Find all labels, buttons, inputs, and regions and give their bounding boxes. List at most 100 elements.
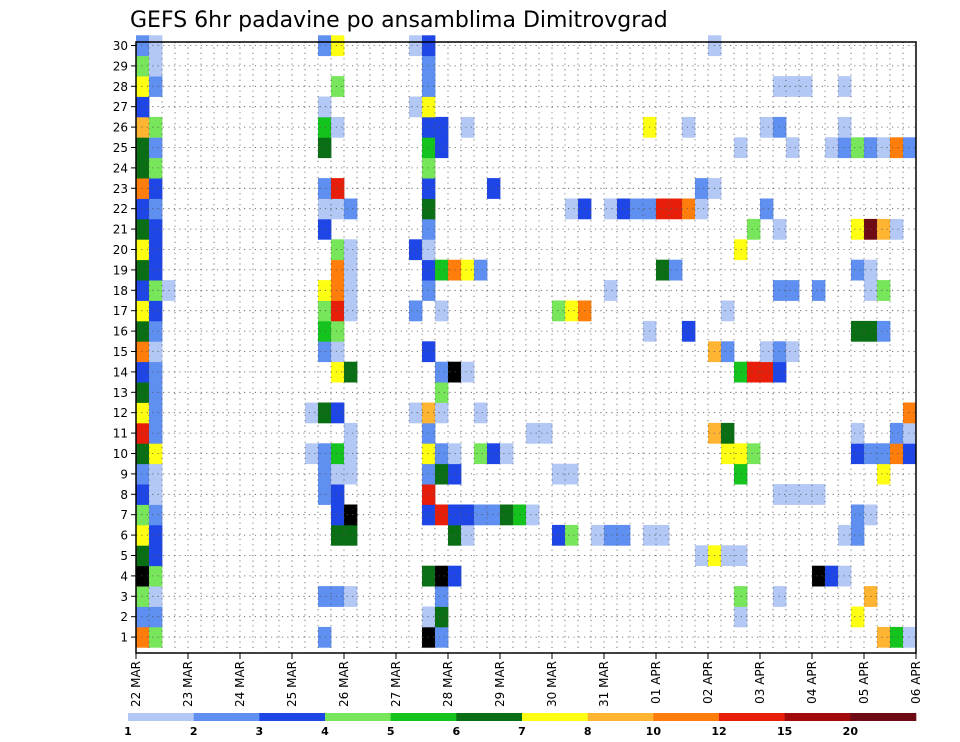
cell-member-22-step-40 xyxy=(656,198,670,220)
cell-member-2-step-55 xyxy=(851,606,865,628)
cell-member-7-step-23 xyxy=(435,504,449,526)
cell-member-19-step-40 xyxy=(656,259,670,281)
cell-member-26-step-23 xyxy=(435,116,449,138)
chart-title: GEFS 6hr padavine po ansamblima Dimitrov… xyxy=(130,8,668,33)
cell-member-22-step-38 xyxy=(630,198,644,220)
cell-member-6-step-16 xyxy=(344,524,358,546)
cell-member-18-step-0 xyxy=(136,280,150,301)
legend-swatch xyxy=(522,713,588,721)
cell-member-11-step-31 xyxy=(539,422,553,444)
cell-member-12-step-15 xyxy=(331,402,345,424)
cell-member-23-step-27 xyxy=(487,178,501,199)
cell-member-1-step-14 xyxy=(318,626,332,648)
legend-swatch xyxy=(784,713,851,721)
cell-member-9-step-14 xyxy=(318,463,332,485)
cell-member-5-step-46 xyxy=(734,545,748,567)
y-tick-label: 30 xyxy=(113,39,128,53)
cell-member-11-step-55 xyxy=(851,422,865,444)
cell-member-14-step-25 xyxy=(461,361,475,383)
cell-member-4-step-54 xyxy=(838,565,852,587)
cell-member-22-step-1 xyxy=(149,198,163,220)
cell-member-26-step-1 xyxy=(149,116,163,138)
y-tick-label: 13 xyxy=(113,386,128,400)
cell-member-11-step-16 xyxy=(344,422,358,444)
cell-member-19-step-25 xyxy=(461,259,475,281)
cell-member-26-step-0 xyxy=(136,116,150,138)
cell-member-22-step-33 xyxy=(565,198,579,220)
cell-member-17-step-16 xyxy=(344,300,358,322)
cell-member-21-step-47 xyxy=(747,218,761,240)
cell-member-30-step-1 xyxy=(149,35,163,57)
legend-label: 20 xyxy=(843,725,859,738)
cell-member-9-step-16 xyxy=(344,463,358,485)
y-tick-label: 21 xyxy=(113,223,128,237)
cell-member-6-step-1 xyxy=(149,524,163,546)
cell-member-30-step-15 xyxy=(331,35,345,57)
cell-member-3-step-23 xyxy=(435,586,449,607)
legend-swatch xyxy=(193,713,260,721)
cell-member-15-step-50 xyxy=(786,341,800,363)
x-axis: 22 MAR 23 MAR 24 MAR 25 MAR 26 MAR 27 MAR 28 M… xyxy=(129,653,923,707)
cell-member-22-step-41 xyxy=(669,198,683,220)
y-tick-label: 23 xyxy=(113,182,128,196)
x-tick-label: 30 MAR xyxy=(545,661,559,707)
x-tick-label: 02 APR xyxy=(701,661,715,704)
cell-member-18-step-16 xyxy=(344,280,358,301)
cell-member-26-step-48 xyxy=(760,116,774,138)
cell-member-4-step-1 xyxy=(149,565,163,587)
cell-member-20-step-21 xyxy=(409,239,423,261)
cell-member-13-step-1 xyxy=(149,382,163,403)
cell-member-6-step-40 xyxy=(656,524,670,546)
cell-member-17-step-45 xyxy=(721,300,735,322)
cell-member-6-step-33 xyxy=(565,524,579,546)
cell-member-22-step-0 xyxy=(136,198,150,220)
legend-swatch xyxy=(653,713,720,721)
cell-member-10-step-1 xyxy=(149,443,163,465)
y-tick-label: 5 xyxy=(120,549,128,563)
cell-member-28-step-50 xyxy=(786,76,800,97)
cell-member-28-step-54 xyxy=(838,76,852,97)
cell-member-14-step-46 xyxy=(734,361,748,383)
cell-member-17-step-33 xyxy=(565,300,579,322)
cell-member-19-step-23 xyxy=(435,259,449,281)
legend-swatch xyxy=(390,713,457,721)
y-tick-label: 1 xyxy=(120,631,128,645)
legend-label: 12 xyxy=(711,725,726,738)
cell-member-29-step-0 xyxy=(136,55,150,77)
cell-member-2-step-46 xyxy=(734,606,748,628)
x-tick-label: 24 MAR xyxy=(233,661,247,707)
cell-member-18-step-15 xyxy=(331,280,345,301)
cell-member-11-step-0 xyxy=(136,422,150,444)
cell-member-3-step-15 xyxy=(331,586,345,607)
cell-member-20-step-15 xyxy=(331,239,345,261)
dotted-grid xyxy=(136,42,916,653)
y-tick-label: 26 xyxy=(113,121,128,135)
cell-member-16-step-14 xyxy=(318,320,332,342)
cell-member-25-step-59 xyxy=(903,137,917,159)
y-tick-label: 25 xyxy=(113,141,128,155)
cell-member-25-step-1 xyxy=(149,137,163,159)
cell-member-2-step-23 xyxy=(435,606,449,628)
cell-member-10-step-16 xyxy=(344,443,358,465)
cell-member-7-step-25 xyxy=(461,504,475,526)
cell-member-19-step-16 xyxy=(344,259,358,281)
cell-member-16-step-15 xyxy=(331,320,345,342)
legend-swatch xyxy=(850,713,917,721)
x-tick-label: 29 MAR xyxy=(493,661,507,707)
cell-member-19-step-15 xyxy=(331,259,345,281)
y-tick-label: 8 xyxy=(120,488,128,502)
legend-label: 6 xyxy=(453,725,461,738)
cell-member-27-step-14 xyxy=(318,96,332,118)
cell-member-9-step-15 xyxy=(331,463,345,485)
cell-member-25-step-46 xyxy=(734,137,748,159)
cell-member-18-step-14 xyxy=(318,280,332,301)
cell-member-14-step-1 xyxy=(149,361,163,383)
cell-member-10-step-28 xyxy=(500,443,514,465)
cell-member-12-step-26 xyxy=(474,402,488,424)
cell-member-26-step-25 xyxy=(461,116,475,138)
legend-label: 8 xyxy=(584,725,592,738)
cell-member-19-step-1 xyxy=(149,259,163,281)
y-axis: 1234567891011121314151617181920212223242… xyxy=(113,39,136,645)
cell-member-28-step-1 xyxy=(149,76,163,97)
